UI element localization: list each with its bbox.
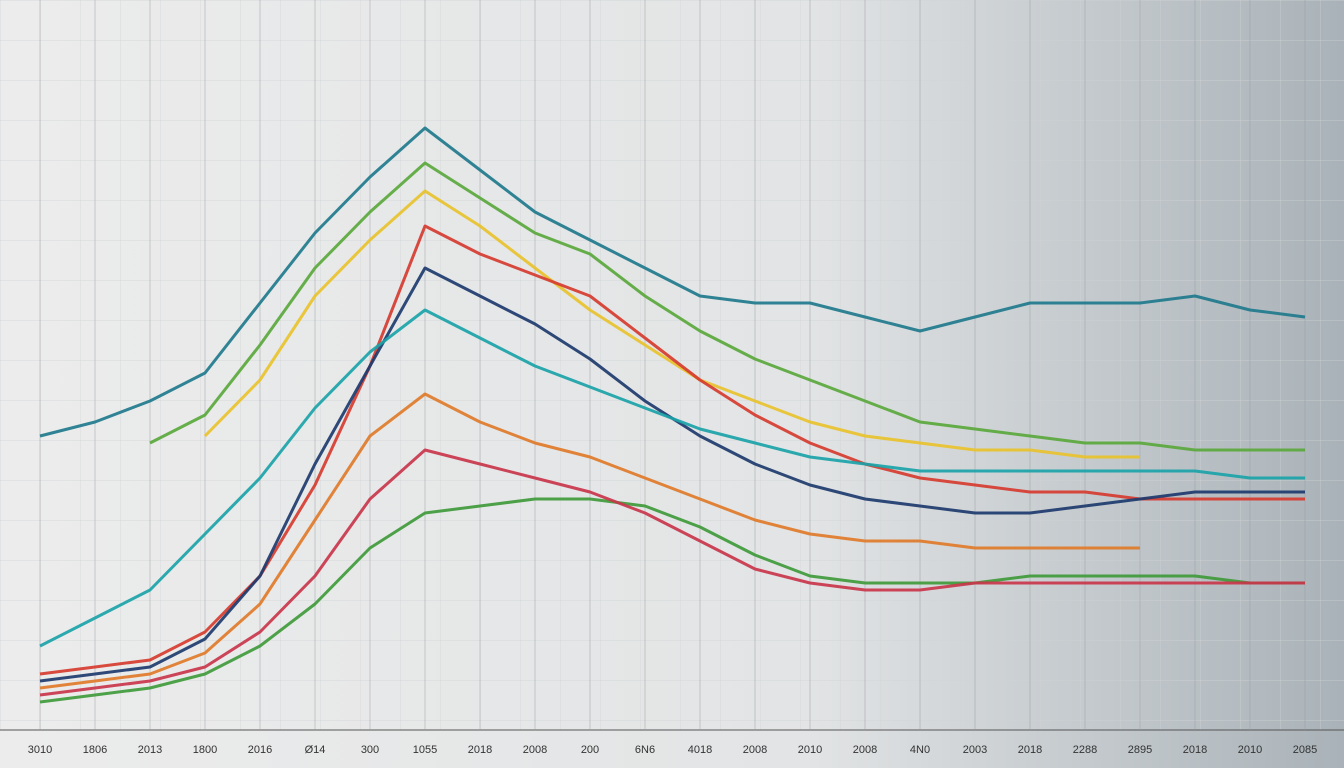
series-line bbox=[39, 126, 1306, 438]
x-tick-label: 4Ν0 bbox=[910, 744, 930, 756]
x-tick-label: 300 bbox=[361, 744, 379, 756]
x-tick-label: 2018 bbox=[1183, 744, 1207, 756]
x-tick-label: 2010 bbox=[1238, 744, 1262, 756]
x-tick-label: 2008 bbox=[743, 744, 767, 756]
series-line bbox=[149, 161, 1305, 452]
x-tick-label: 6N6 bbox=[635, 744, 655, 756]
x-tick-label: 2018 bbox=[1018, 744, 1042, 756]
series-line bbox=[39, 308, 1305, 648]
x-tick-label: Ø14 bbox=[305, 744, 326, 756]
x-tick-label: 1055 bbox=[413, 744, 437, 756]
x-tick-label: 2288 bbox=[1073, 744, 1097, 756]
x-tick-label: 2085 bbox=[1293, 744, 1317, 756]
x-tick-label: 2003 bbox=[963, 744, 987, 756]
series-line bbox=[39, 392, 1140, 690]
x-tick-label: 4018 bbox=[688, 744, 712, 756]
x-tick-label: 2895 bbox=[1128, 744, 1152, 756]
x-tick-label: 3010 bbox=[28, 744, 52, 756]
x-tick-label: 1800 bbox=[193, 744, 217, 756]
x-tick-label: 2010 bbox=[798, 744, 822, 756]
x-tick-label: 2008 bbox=[853, 744, 877, 756]
x-tick-label: 200 bbox=[581, 744, 599, 756]
x-tick-label: 2008 bbox=[523, 744, 547, 756]
x-tick-label: 2018 bbox=[468, 744, 492, 756]
x-tick-label: 1806 bbox=[83, 744, 107, 756]
series-line bbox=[203, 189, 1140, 459]
grid-pattern bbox=[0, 0, 1344, 730]
series-line bbox=[39, 448, 1305, 697]
x-tick-label: 2016 bbox=[248, 744, 272, 756]
x-tick-label: 2013 bbox=[138, 744, 162, 756]
series-line bbox=[39, 497, 1305, 704]
